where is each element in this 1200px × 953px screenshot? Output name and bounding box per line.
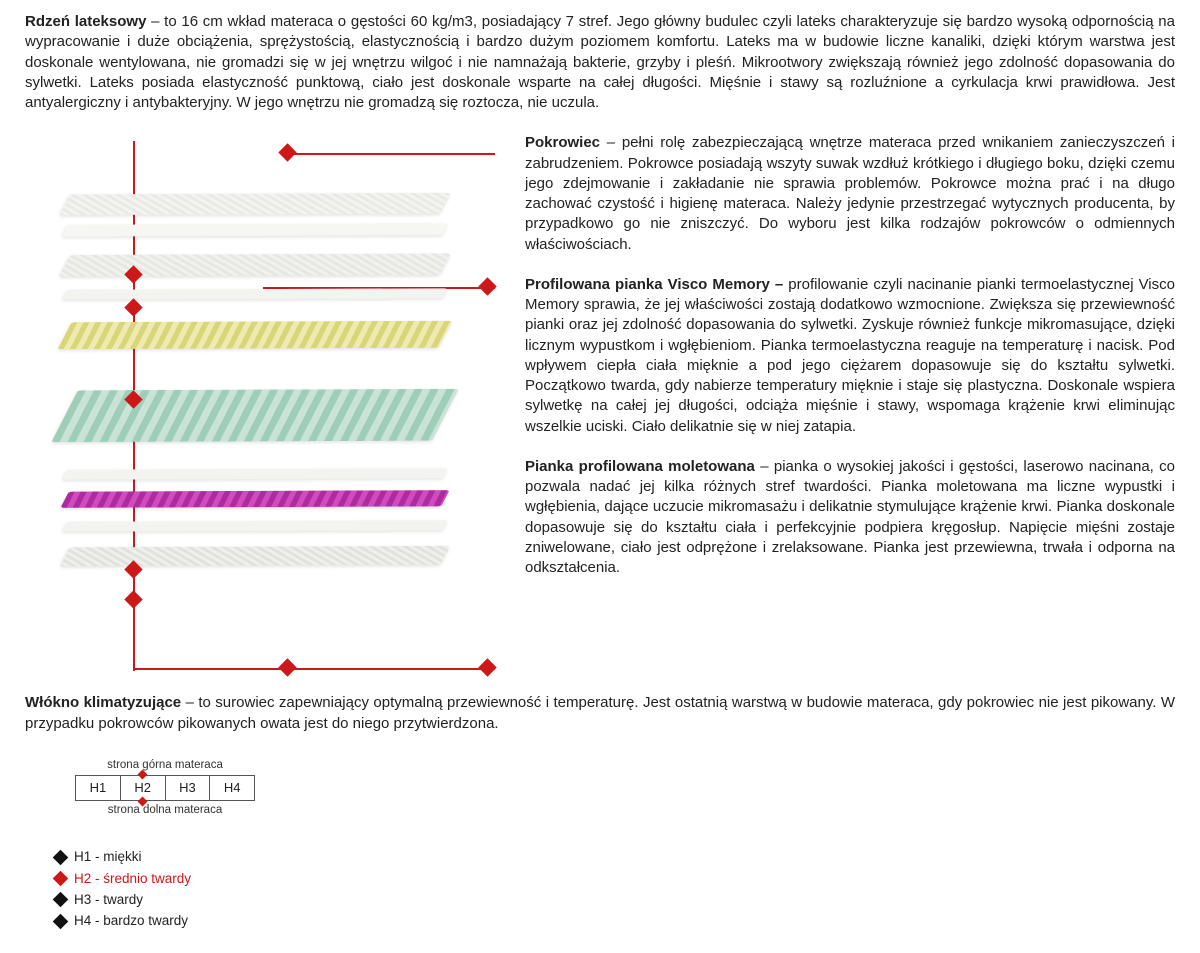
layer-separator-upper	[62, 289, 448, 300]
marker-diamond	[124, 299, 142, 317]
layer-top-cover	[59, 193, 450, 215]
middle-row: Pokrowiec – pełni rolę zabezpieczającą w…	[25, 133, 1175, 673]
firmness-cell-label: H1	[90, 780, 107, 795]
layer-top-fibre	[62, 224, 449, 237]
firmness-cell-h2: H2	[120, 776, 165, 801]
legend-label: H1 - miękki	[74, 848, 142, 866]
legend-label: H2 - średnio twardy	[74, 870, 191, 888]
text-pokrowiec: – pełni rolę zabezpieczającą wnętrze mat…	[525, 134, 1175, 252]
firmness-top-label: strona górna materaca	[55, 758, 275, 774]
section-pokrowiec: Pokrowiec – pełni rolę zabezpieczającą w…	[525, 133, 1175, 255]
firmness-cell-h1: H1	[76, 776, 121, 801]
marker-diamond	[124, 591, 142, 609]
marker-diamond	[278, 144, 296, 162]
layer-separator-lower	[62, 469, 448, 480]
firmness-table: H1 H2 H3 H4	[75, 775, 255, 801]
label-wlokno: Włókno klimatyzujące	[25, 694, 181, 711]
firmness-cell-h3: H3	[165, 776, 210, 801]
legend-row-h4: H4 - bardzo twardy	[55, 912, 1175, 930]
label-pokrowiec: Pokrowiec	[525, 134, 600, 151]
section-visco-memory: Profilowana pianka Visco Memory – profil…	[525, 275, 1175, 437]
layer-latex-core	[51, 389, 458, 442]
diamond-icon	[53, 850, 69, 866]
marker-diamond	[278, 659, 296, 677]
text-visco-memory: profilowanie czyli nacinanie pianki term…	[525, 276, 1175, 435]
text-rdzen-lateksowy: – to 16 cm wkład materaca o gęstości 60 …	[25, 13, 1175, 111]
marker-diamond	[478, 659, 496, 677]
firmness-cell-label: H2	[134, 780, 151, 795]
marker-diamond	[478, 278, 496, 296]
callout-line-pokrowiec	[287, 153, 495, 155]
diamond-icon	[53, 913, 69, 929]
layer-bottom-cover	[60, 546, 450, 566]
firmness-table-wrap: strona górna materaca H1 H2 H3 H4 strona…	[55, 758, 275, 819]
legend-row-h1: H1 - miękki	[55, 848, 1175, 866]
layer-stack	[25, 163, 495, 653]
legend-row-h3: H3 - twardy	[55, 891, 1175, 909]
section-rdzen-lateksowy: Rdzeń lateksowy – to 16 cm wkład materac…	[25, 12, 1175, 113]
firmness-legend: H1 - miękki H2 - średnio twardy H3 - twa…	[55, 848, 1175, 930]
diamond-icon	[53, 871, 69, 887]
firmness-bottom-label: strona dolna materaca	[55, 803, 275, 819]
label-rdzen-lateksowy: Rdzeń lateksowy	[25, 13, 146, 30]
callout-line-moletowana	[133, 668, 495, 670]
layer-moletowana	[60, 490, 449, 508]
legend-row-h2: H2 - średnio twardy	[55, 870, 1175, 888]
layer-top-textured	[59, 254, 451, 277]
legend-label: H4 - bardzo twardy	[74, 912, 188, 930]
firmness-cell-h4: H4	[210, 776, 255, 801]
text-column: Pokrowiec – pełni rolę zabezpieczającą w…	[525, 133, 1175, 673]
label-moletowana: Pianka profilowana moletowana	[525, 458, 755, 475]
legend-label: H3 - twardy	[74, 891, 143, 909]
section-moletowana: Pianka profilowana moletowana – pianka o…	[525, 457, 1175, 579]
layer-bottom-fibre	[62, 521, 448, 532]
text-wlokno: – to surowiec zapewniający optymalną prz…	[25, 694, 1175, 731]
firmness-cell-label: H3	[179, 780, 196, 795]
layer-visco-memory	[58, 321, 453, 349]
label-visco-memory: Profilowana pianka Visco Memory –	[525, 276, 783, 293]
firmness-cell-label: H4	[224, 780, 241, 795]
diamond-icon	[53, 892, 69, 908]
section-wlokno-klimatyzujace: Włókno klimatyzujące – to surowiec zapew…	[25, 693, 1175, 734]
text-moletowana: – pianka o wysokiej jakości i gęstości, …	[525, 458, 1175, 576]
mattress-diagram	[25, 133, 495, 673]
